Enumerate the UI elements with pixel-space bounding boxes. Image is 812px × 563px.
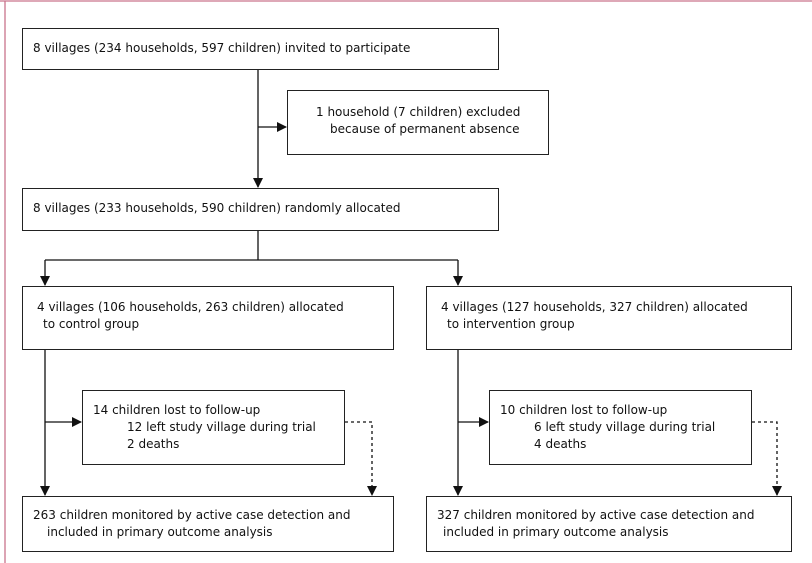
box-text: 1 household (7 children) excluded [316,105,521,119]
box-text: 12 left study village during trial [127,420,316,434]
box-outcome-intervention: 327 children monitored by active case de… [426,496,792,552]
box-text: included in primary outcome analysis [443,525,669,539]
box-text: included in primary outcome analysis [47,525,273,539]
dotted-arrow [752,421,782,496]
box-text: 4 villages (106 households, 263 children… [37,300,344,314]
box-excluded: 1 household (7 children) excluded becaus… [287,90,549,155]
box-text: 263 children monitored by active case de… [33,508,351,522]
box-control: 4 villages (106 households, 263 children… [22,286,394,350]
box-text: 2 deaths [127,437,180,451]
box-lost-intervention: 10 children lost to follow-up 6 left stu… [489,390,752,465]
box-text: because of permanent absence [330,122,520,136]
box-text: to intervention group [447,317,575,331]
box-invited: 8 villages (234 households, 597 children… [22,28,499,70]
dotted-arrow [345,421,377,496]
box-allocated: 8 villages (233 households, 590 children… [22,188,499,231]
box-text: 8 villages (233 households, 590 children… [33,201,401,215]
box-outcome-control: 263 children monitored by active case de… [22,496,394,552]
box-lost-control: 14 children lost to follow-up 12 left st… [82,390,345,465]
box-text: 327 children monitored by active case de… [437,508,755,522]
box-text: to control group [43,317,140,331]
box-text: 14 children lost to follow-up [93,403,261,417]
box-text: 4 villages (127 households, 327 children… [441,300,748,314]
box-text: 4 deaths [534,437,587,451]
box-text: 10 children lost to follow-up [500,403,668,417]
box-text: 8 villages (234 households, 597 children… [33,41,411,55]
box-intervention: 4 villages (127 households, 327 children… [426,286,792,350]
box-text: 6 left study village during trial [534,420,716,434]
